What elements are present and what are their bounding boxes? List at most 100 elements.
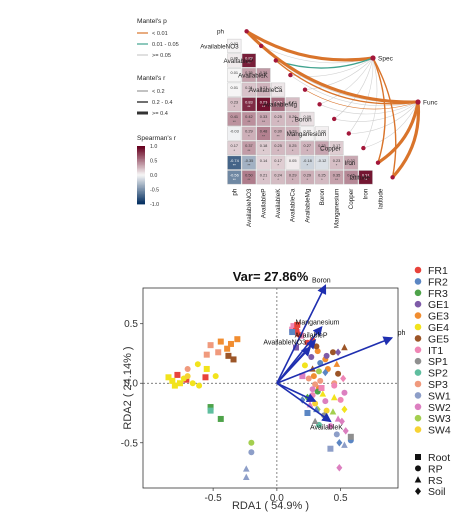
rda-shape-legend-label-soil: Soil [428, 486, 446, 498]
heatmap-cell [329, 141, 344, 156]
heatmap-cell-star: ** [247, 75, 251, 80]
heatmap-cell-star: ** [350, 177, 354, 182]
rda-point-sw1 [248, 449, 255, 456]
rda-legend-key-fr2 [414, 278, 422, 285]
heatmap-cell-value: 0.57 [274, 99, 282, 104]
heatmap-cell-value: 0.25 [289, 143, 297, 148]
rda-point-sp3 [215, 349, 222, 356]
mantel-r-legend-label: 0.2 - 0.4 [152, 100, 173, 106]
mantel-link-func-availablemg [319, 101, 419, 115]
rda-legend-key-sw4 [414, 426, 422, 433]
mantel-link-spec-availablek [290, 57, 374, 77]
rda-point-ge5 [230, 356, 237, 363]
heatmap-cell-value: 0.03 [318, 129, 326, 134]
rda-legend-key-sp3 [414, 380, 422, 388]
heatmap-cell-value: 0.50 [245, 172, 253, 177]
heatmap-cell-star: ** [335, 177, 339, 182]
column-label-copper: Copper [348, 189, 355, 210]
heatmap-cell-value: 0.05 [289, 158, 297, 163]
link-anchor-iron [375, 160, 381, 165]
heatmap-cell-star: * [248, 133, 250, 138]
rda-legend-label-sw4: SW4 [428, 425, 451, 437]
colorbar-step [137, 147, 145, 150]
heatmap-cell [314, 155, 329, 170]
rda-point-sw2 [342, 427, 349, 435]
rda-point-fr2 [336, 439, 343, 447]
column-label-boron: Boron [319, 188, 326, 205]
colorbar-step [137, 198, 145, 201]
heatmap-cell-star: * [277, 119, 279, 124]
heatmap-cell-star: * [307, 177, 309, 182]
rda-y-tick-label: 0.0 [124, 379, 138, 390]
rda-vector-availableno3 [276, 346, 312, 384]
colorbar-step [137, 153, 145, 156]
colorbar-step [137, 199, 145, 202]
heatmap-cell-star: ** [247, 104, 251, 109]
rda-point-it1 [290, 323, 297, 330]
heatmap-cell-star: ** [262, 119, 266, 124]
colorbar-step [137, 188, 145, 190]
colorbar-step [137, 151, 145, 154]
rda-point-sw1 [242, 473, 250, 480]
mantel-link-func-iron [376, 100, 420, 165]
rda-point-sp3 [203, 351, 210, 358]
row-label-availableno3: AvailableNO3 [200, 43, 239, 50]
heatmap-cell [241, 155, 256, 170]
rda-point-ge3 [310, 373, 317, 380]
rda-point-ge1 [335, 348, 342, 357]
heatmap-cell [271, 155, 286, 170]
heatmap-cell [241, 170, 256, 185]
heatmap-cell [256, 68, 271, 83]
heatmap-cell-value: -0.74 [230, 158, 240, 163]
group-nodes: Spec Func [370, 55, 438, 106]
heatmap-cell-value: 0.25 [274, 114, 282, 119]
rda-x-tick-label: 0.0 [270, 493, 284, 504]
rda-vector-label-ph: ph [398, 330, 406, 337]
rda-legend-key-ge5 [414, 335, 422, 342]
rda-point-ge4 [194, 361, 201, 368]
heatmap-cell [285, 126, 300, 141]
column-label-availablemg: AvailableMg [304, 188, 311, 223]
mantel-link-func-manganesium [348, 101, 419, 134]
heatmap-cell-star: * [234, 104, 236, 109]
heatmap-cell [300, 170, 315, 185]
heatmap-cell [227, 111, 242, 126]
rda-point-fr2 [317, 360, 324, 366]
heatmap-cell-star: ** [350, 163, 354, 168]
heatmap-cell [256, 97, 271, 112]
rda-vector-label-availablek: AvailableK [310, 424, 343, 431]
rda-legend: FR1FR2FR3GE1GE3GE4GE5IT1SP1SP2SP3SW1SW2S… [414, 265, 451, 498]
colorbar-step [137, 180, 145, 183]
rda-point-fr1 [174, 371, 181, 378]
heatmap-cell-star: * [277, 148, 279, 153]
rda-point-ge4 [171, 382, 178, 389]
rda-point-sp1 [347, 433, 354, 440]
colorbar-step [137, 172, 145, 174]
rda-point-ge3 [333, 360, 341, 367]
rda-point-ge4 [196, 382, 203, 389]
mantel-link-spec-iron [372, 57, 386, 164]
heatmap-cell [271, 126, 286, 141]
rda-legend-key-sp2 [414, 369, 422, 376]
heatmap-cell-star: * [263, 90, 265, 95]
colorbar-step [137, 192, 145, 195]
rda-point-ge5 [341, 343, 348, 351]
colorbar-step [137, 189, 145, 192]
heatmap-cell-value: 0.33 [318, 143, 326, 148]
rda-point-it1 [331, 382, 338, 389]
heatmap-cell [227, 53, 242, 68]
heatmap-cell-star: ** [262, 75, 266, 80]
heatmap-cell [256, 141, 271, 156]
rda-legend-key-it1 [414, 346, 422, 354]
heatmap-cell-value: 0.01 [231, 70, 239, 75]
heatmap-cell-value: 0.45 [347, 172, 355, 177]
rda-legend-key-sw2 [414, 403, 422, 411]
heatmap-cell [227, 141, 242, 156]
heatmap-cell-star: ** [262, 133, 266, 138]
heatmap-cell-value: -0.35 [244, 158, 253, 163]
rda-shape-legend-label-rp: RP [428, 463, 443, 475]
rda-legend-key-fr1 [414, 266, 422, 274]
heatmap-cell-star: ** [247, 163, 251, 168]
rda-point-sw2 [309, 386, 316, 393]
